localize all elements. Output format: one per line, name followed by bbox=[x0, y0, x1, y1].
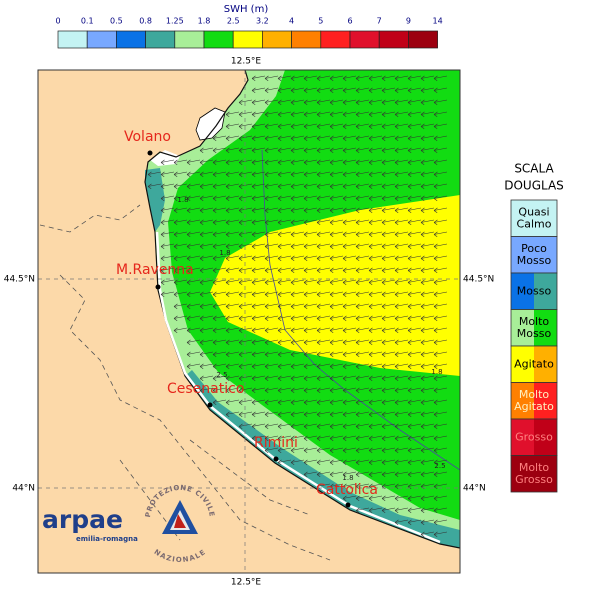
lon-label: 12.5°E bbox=[231, 57, 262, 67]
legend-swatch bbox=[511, 273, 534, 310]
legend-label: Agitato bbox=[514, 357, 554, 370]
colorbar-tick-label: 1.8 bbox=[198, 17, 211, 26]
legend-swatch bbox=[511, 346, 534, 383]
colorbar-tick-label: 7 bbox=[377, 17, 382, 26]
legend-label: Mosso bbox=[517, 254, 552, 267]
contour-label: 2.5 bbox=[216, 371, 227, 379]
colorbar-tick-label: 0.5 bbox=[110, 17, 123, 26]
colorbar-swatch bbox=[378, 30, 409, 49]
legend-label: Molto bbox=[519, 388, 550, 401]
legend-label: Molto bbox=[519, 315, 550, 328]
legend-swatch bbox=[511, 455, 557, 492]
legend-swatch bbox=[534, 419, 557, 456]
legend-swatch bbox=[511, 419, 534, 456]
legend-swatch bbox=[511, 382, 534, 419]
legend-label: Grosso bbox=[515, 473, 553, 486]
legend-title: DOUGLAS bbox=[504, 179, 564, 193]
legend-box bbox=[510, 455, 558, 493]
city-label: Cattolica bbox=[316, 482, 378, 498]
colorbar-swatch bbox=[349, 30, 380, 49]
coast-white bbox=[155, 231, 441, 544]
colorbar-tick-label: 0.8 bbox=[139, 17, 152, 26]
colorbar-tick-label: 5 bbox=[318, 17, 323, 26]
colorbar-swatch bbox=[57, 30, 88, 49]
legend-label: Poco bbox=[521, 242, 547, 255]
city-dot bbox=[155, 284, 161, 290]
lagoon bbox=[195, 107, 226, 141]
legend-label: Quasi bbox=[518, 205, 549, 218]
legend-swatch bbox=[511, 236, 557, 273]
sea-yellow bbox=[210, 195, 460, 376]
colorbar-swatch bbox=[86, 30, 117, 49]
city-dot bbox=[207, 402, 213, 408]
lat-label: 44.5°N bbox=[4, 275, 35, 285]
colorbar-swatch bbox=[408, 30, 438, 49]
colorbar-tick-label: 0.1 bbox=[81, 17, 94, 26]
colorbar-swatch bbox=[116, 30, 146, 49]
legend-swatch bbox=[511, 309, 534, 346]
colorbar-tick-label: 0 bbox=[55, 17, 60, 26]
colorbar-swatch bbox=[262, 30, 292, 49]
colorbar-swatch bbox=[203, 30, 234, 49]
legend-label: Mosso bbox=[517, 327, 552, 340]
city-label: Rimini bbox=[254, 435, 298, 451]
lat-label: 44°N bbox=[463, 484, 486, 494]
contour-label: 1.8 bbox=[431, 368, 442, 376]
contour-label: 1.8 bbox=[342, 474, 353, 482]
colorbar-swatch bbox=[232, 30, 263, 49]
colorbar-swatch bbox=[174, 30, 205, 49]
city-dot bbox=[147, 150, 153, 156]
colorbar-tick-label: 14 bbox=[433, 17, 443, 26]
colorbar-tick-label: 3.2 bbox=[256, 17, 269, 26]
legend-swatch bbox=[534, 346, 557, 383]
legend-title: SCALA bbox=[514, 162, 554, 176]
logo-flame bbox=[174, 514, 186, 528]
colorbar-swatch bbox=[320, 30, 351, 49]
legend-swatch bbox=[534, 273, 557, 310]
legend-swatch bbox=[534, 382, 557, 419]
wave-arrows bbox=[147, 75, 448, 537]
legend-label: Agitato bbox=[514, 400, 554, 413]
sea-teal bbox=[185, 370, 460, 548]
map: 1.8 1.8 2.5 1.8 2.5 1.8 Volano M.Ravenna Cesenat… bbox=[38, 70, 460, 573]
no-data bbox=[150, 150, 180, 166]
colorbar-tick-label: 6 bbox=[347, 17, 352, 26]
contour-label: 2.5 bbox=[434, 462, 445, 470]
city-label: Volano bbox=[124, 129, 171, 145]
colorbar-tick-label: 2.5 bbox=[227, 17, 240, 26]
coastline bbox=[144, 70, 460, 549]
lat-label: 44.5°N bbox=[463, 275, 494, 285]
legend-label: Molto bbox=[519, 461, 550, 474]
colorbar-title: SWH (m) bbox=[224, 4, 269, 15]
colorbar-tick-label: 4 bbox=[289, 17, 294, 26]
city-label: Cesenatico bbox=[167, 381, 244, 397]
contour-label: 1.8 bbox=[219, 249, 230, 257]
logo-name: arpae bbox=[42, 505, 123, 534]
douglas-legend: SCALADOUGLASQuasiCalmoPocoMossoMossoMolt… bbox=[504, 162, 564, 493]
colorbar-tick-label: 9 bbox=[406, 17, 411, 26]
lat-label: 44°N bbox=[12, 484, 35, 494]
city-dot bbox=[273, 456, 279, 462]
legend-swatch bbox=[511, 200, 557, 237]
logo-region: emilia-romagna bbox=[76, 535, 138, 543]
legend-swatch bbox=[534, 309, 557, 346]
legend-label: Grosso bbox=[515, 430, 553, 443]
map-frame bbox=[37, 69, 461, 574]
lon-label: 12.5°E bbox=[231, 578, 262, 588]
legend-label: Calmo bbox=[517, 217, 552, 230]
colorbar-swatch bbox=[145, 30, 176, 49]
contour-label: 1.8 bbox=[177, 196, 188, 204]
colorbar-swatch bbox=[291, 30, 322, 49]
city-label: M.Ravenna bbox=[116, 262, 194, 278]
city-dot bbox=[345, 502, 351, 508]
colorbar-tick-label: 1.25 bbox=[166, 17, 184, 26]
legend-label: Mosso bbox=[517, 284, 552, 297]
